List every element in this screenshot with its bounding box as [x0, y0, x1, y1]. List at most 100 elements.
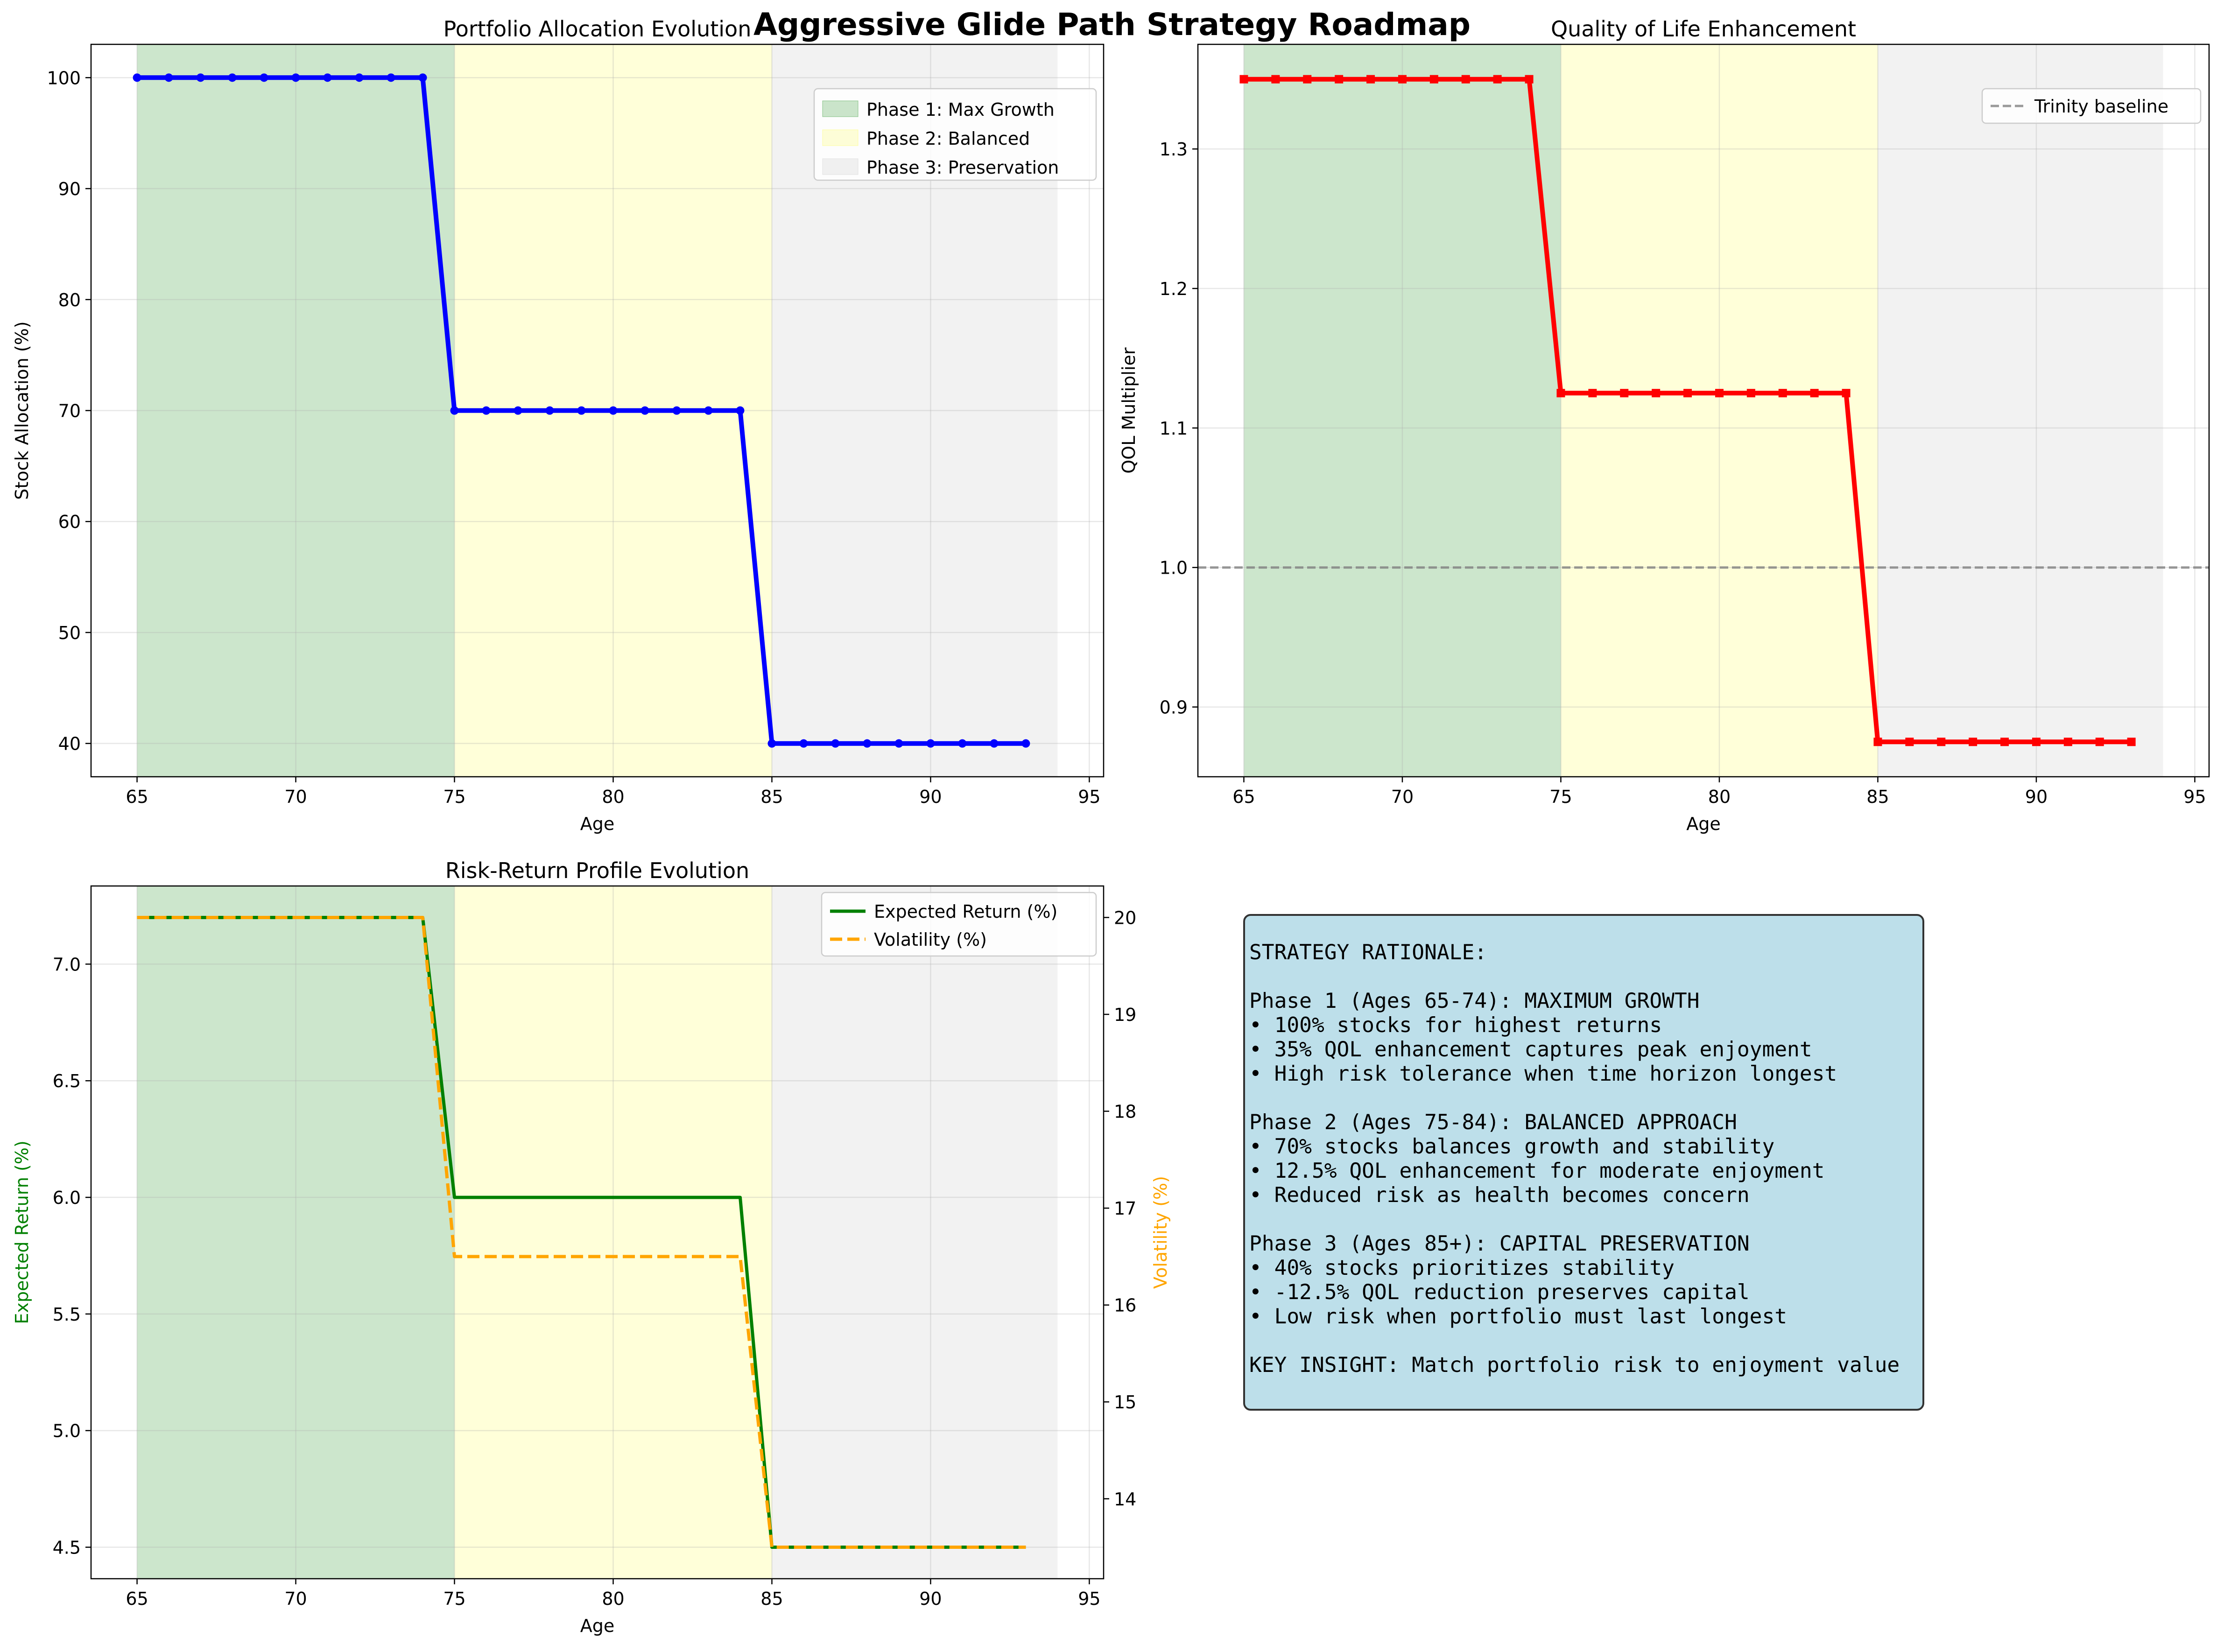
- legend-label-baseline: Trinity baseline: [2034, 96, 2168, 117]
- figure-suptitle: Aggressive Glide Path Strategy Roadmap: [753, 7, 1471, 42]
- data-point: [1683, 389, 1692, 398]
- axes-frame: [90, 885, 1105, 1580]
- rationale-line: [1249, 965, 1921, 989]
- x-tick-label: 85: [1866, 787, 1889, 807]
- y-tick-label: 60: [58, 512, 81, 532]
- data-point: [450, 406, 459, 415]
- y-tick-label: 6.0: [53, 1188, 81, 1208]
- data-point: [958, 739, 967, 748]
- phase-band-3: [1878, 44, 2163, 777]
- data-point: [1652, 389, 1661, 398]
- legend-box: [813, 88, 1097, 181]
- data-point: [228, 73, 237, 82]
- data-point: [323, 73, 332, 82]
- phase-band-1: [137, 44, 455, 777]
- strategy-rationale-box: [1243, 914, 1924, 1411]
- data-point: [1461, 75, 1470, 84]
- data-point: [1429, 75, 1438, 84]
- y-tick-label: 0.9: [1160, 697, 1188, 718]
- data-point: [514, 406, 522, 415]
- data-point: [1556, 389, 1565, 398]
- data-point: [482, 406, 491, 415]
- x-tick-label: 75: [443, 787, 465, 807]
- legend-label-series-1: Expected Return (%): [874, 901, 1057, 922]
- data-point: [640, 406, 649, 415]
- chart-title: Risk-Return Profile Evolution: [445, 858, 749, 883]
- rationale-line: Phase 1 (Ages 65-74): MAXIMUM GROWTH: [1249, 989, 1700, 1013]
- rationale-line: [1249, 1329, 1921, 1353]
- x-axis-label: Age: [580, 814, 615, 834]
- chart-riskreturn: 65 70 75 80 85 90 95 4.5 5.0 5.5 6.0 6.5 7.0 14 15 16 17…: [12, 858, 1171, 1636]
- legend-box: [1981, 88, 2202, 124]
- legend-box: [821, 892, 1097, 957]
- data-point: [894, 739, 903, 748]
- data-point: [1366, 75, 1375, 84]
- data-point: [1021, 739, 1030, 748]
- rationale-line: [1249, 1086, 1921, 1111]
- y-tick-label: 1.2: [1160, 279, 1188, 299]
- y-tick-label: 90: [58, 179, 81, 199]
- y-right-tick-label: 16: [1114, 1295, 1136, 1316]
- plot-area: [91, 44, 1104, 777]
- data-point: [863, 739, 872, 748]
- phase-band-2: [454, 886, 772, 1579]
- data-point: [1905, 738, 1914, 746]
- strategy-rationale-text: STRATEGY RATIONALE: Phase 1 (Ages 65-74):…: [1249, 941, 1921, 1378]
- chart-qol: 65 70 75 80 85 90 95 0.9 1.0 1.1 1.2 1.3 Quality of …: [1119, 16, 2210, 834]
- x-tick-label: 80: [602, 1589, 624, 1609]
- y-axis-label: Expected Return (%): [12, 1140, 32, 1324]
- data-point: [1937, 738, 1946, 746]
- chart-title: Portfolio Allocation Evolution: [443, 16, 752, 42]
- y-tick-label: 70: [58, 401, 81, 422]
- legend-label-phase-2: Phase 2: Balanced: [866, 128, 1030, 149]
- data-point: [2032, 738, 2041, 746]
- y-right-tick-label: 18: [1114, 1102, 1136, 1122]
- y-tick-label: 50: [58, 623, 81, 643]
- data-point: [1842, 389, 1851, 398]
- y-tick-label: 4.5: [53, 1538, 81, 1558]
- data-point: [799, 739, 808, 748]
- y-right-axis-label: Volatility (%): [1150, 1176, 1171, 1289]
- y-right-tick-label: 20: [1114, 907, 1136, 928]
- x-tick-label: 80: [1708, 787, 1731, 807]
- x-tick-label: 90: [919, 787, 942, 807]
- data-point: [704, 406, 713, 415]
- data-point: [1778, 389, 1787, 398]
- data-point: [831, 739, 840, 748]
- data-point: [196, 73, 205, 82]
- data-point: [672, 406, 681, 415]
- rationale-line: • Low risk when portfolio must last long…: [1249, 1305, 1788, 1329]
- data-point: [1620, 389, 1629, 398]
- data-point: [418, 73, 427, 82]
- chart-allocation: 65 70 75 80 85 90 95 40 50 60 70 80 90 100 Portfolio A…: [12, 16, 1105, 834]
- y-right-tick-label: 15: [1114, 1392, 1136, 1413]
- rationale-line: STRATEGY RATIONALE:: [1249, 941, 1487, 964]
- data-point: [1239, 75, 1248, 84]
- y-axis-label: QOL Multiplier: [1119, 347, 1139, 474]
- rationale-line: • Reduced risk as health becomes concern: [1249, 1183, 1750, 1207]
- data-point: [1746, 389, 1755, 398]
- legend-label-phase-3: Phase 3: Preservation: [866, 157, 1059, 178]
- x-tick-label: 70: [1391, 787, 1414, 807]
- chart-title: Quality of Life Enhancement: [1551, 16, 1856, 42]
- x-tick-label: 95: [2183, 787, 2206, 807]
- axes-frame: [1197, 43, 2210, 778]
- rationale-line: KEY INSIGHT: Match portfolio risk to enj…: [1249, 1353, 1900, 1377]
- data-point: [1588, 389, 1597, 398]
- y-tick-label: 40: [58, 734, 81, 754]
- rationale-line: • 100% stocks for highest returns: [1249, 1013, 1662, 1037]
- data-point: [2127, 738, 2136, 746]
- y-right-tick-label: 19: [1114, 1005, 1136, 1025]
- data-point: [1810, 389, 1819, 398]
- y-tick-label: 100: [47, 68, 81, 88]
- x-tick-label: 75: [443, 1589, 465, 1609]
- y-right-tick-label: 14: [1114, 1489, 1136, 1510]
- x-tick-label: 80: [602, 787, 624, 807]
- data-point: [1493, 75, 1502, 84]
- rationale-line: • 12.5% QOL enhancement for moderate enj…: [1249, 1159, 1825, 1183]
- y-tick-label: 1.3: [1160, 139, 1188, 160]
- rationale-line: • -12.5% QOL reduction preserves capital: [1249, 1280, 1750, 1304]
- data-point: [1969, 738, 1978, 746]
- x-tick-label: 95: [1078, 1589, 1100, 1609]
